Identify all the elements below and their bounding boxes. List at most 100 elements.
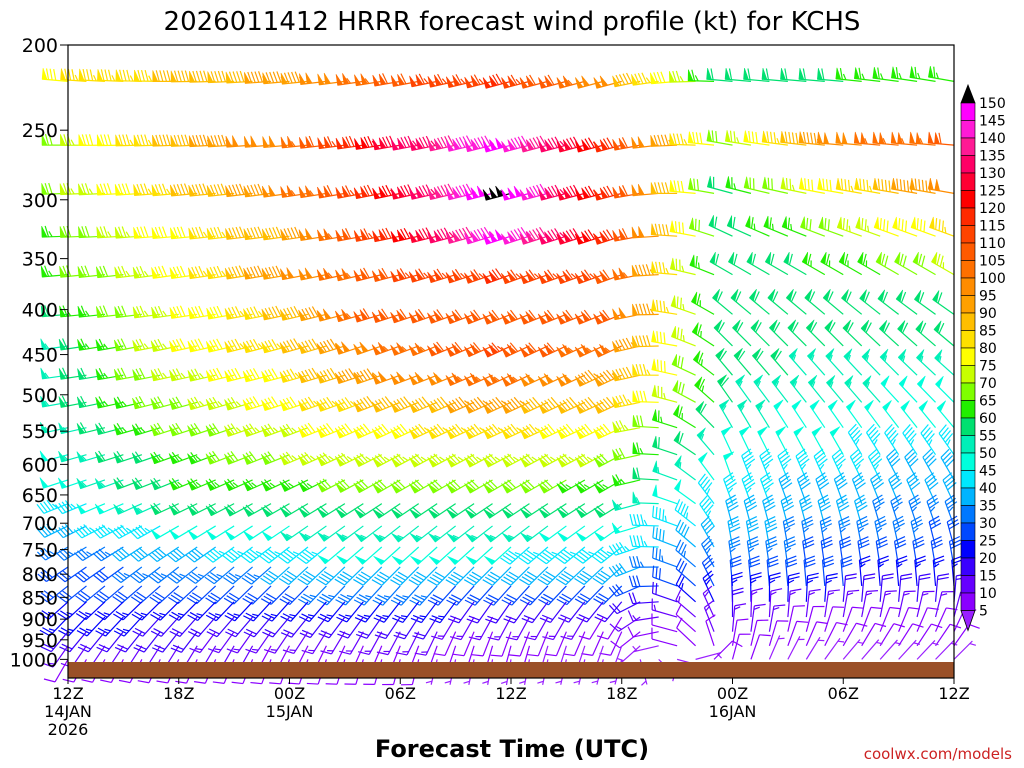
wind-barb [445, 372, 475, 387]
wind-barb [354, 546, 383, 565]
wind-barb [205, 503, 235, 517]
wind-barb [354, 73, 382, 87]
wind-barb [691, 291, 715, 315]
wind-barb [205, 601, 235, 622]
wind-barb [629, 513, 659, 527]
wind-barb [408, 227, 438, 244]
wind-barb [301, 631, 327, 655]
wind-barb [226, 631, 254, 654]
wind-barb [916, 590, 935, 618]
wind-barb [578, 616, 604, 640]
wind-barb [150, 396, 179, 410]
wind-barb [895, 289, 918, 315]
wind-barb [746, 536, 760, 568]
wind-barb [279, 396, 309, 412]
wind-barb [464, 503, 493, 519]
colorbar-label: 105 [979, 254, 1006, 270]
wind-barb [898, 573, 913, 602]
wind-barb [168, 422, 198, 437]
wind-barb [169, 616, 198, 637]
wind-barb [207, 631, 235, 654]
wind-barb [805, 572, 819, 602]
wind-barb [715, 347, 733, 376]
wind-barb [902, 424, 918, 456]
wind-barb [651, 299, 678, 315]
wind-barb [575, 137, 604, 153]
wind-barb [408, 396, 438, 414]
wind-barb [931, 251, 955, 276]
wind-barb [731, 603, 747, 632]
wind-barb [864, 400, 881, 429]
wind-barb [408, 453, 438, 468]
wind-barb [133, 226, 161, 239]
wind-barb [520, 525, 549, 543]
wind-barb [897, 349, 918, 376]
wind-barb [670, 295, 696, 315]
wind-barb [299, 72, 327, 85]
colorbar-swatch [960, 277, 976, 296]
wind-barb [701, 535, 715, 568]
colorbar-swatch [960, 225, 976, 244]
y-tick-label: 650 [22, 485, 58, 507]
wind-barb [817, 131, 844, 146]
wind-barb [737, 399, 752, 428]
wind-barb [222, 546, 253, 564]
wind-barb [556, 75, 585, 89]
wind-barb [612, 137, 641, 151]
wind-barb [674, 455, 696, 481]
wind-barb [824, 589, 840, 618]
wind-barb [675, 558, 696, 587]
credit-label: coolwx.com/models [864, 745, 1012, 763]
wind-barb [132, 305, 161, 319]
colorbar-label: 25 [979, 534, 997, 550]
wind-barb [608, 562, 641, 577]
wind-barb [501, 74, 530, 89]
wind-barb [242, 423, 272, 437]
wind-barb [468, 616, 494, 641]
wind-barb [900, 400, 918, 429]
wind-barb [39, 616, 69, 637]
wind-barb [409, 73, 438, 88]
colorbar-swatch [960, 137, 976, 156]
wind-barb [780, 131, 807, 146]
wind-barb [452, 631, 475, 657]
wind-barb [891, 66, 918, 82]
wind-barb [60, 68, 87, 82]
wind-barb [261, 601, 290, 622]
wind-barb [835, 131, 862, 146]
wind-barb [922, 448, 937, 481]
wind-barb [519, 342, 549, 358]
colorbar-label: 30 [979, 516, 997, 532]
wind-barb [898, 590, 916, 618]
wind-barb [574, 229, 604, 245]
wind-barb [835, 494, 850, 527]
speed-colorbar: 1501451401351301251201151101051009590858… [960, 83, 1006, 632]
wind-barb [170, 134, 198, 147]
wind-barb [335, 503, 364, 519]
wind-barb [697, 473, 715, 505]
wind-barb [390, 184, 419, 200]
wind-barb [187, 338, 216, 353]
wind-barb [935, 375, 955, 403]
wind-barb [129, 546, 161, 562]
wind-barb [673, 404, 696, 429]
wind-barb [904, 448, 919, 481]
wind-barb [759, 472, 774, 504]
wind-barb [538, 503, 567, 519]
wind-barb [946, 515, 960, 548]
wind-barb [687, 131, 715, 146]
colorbar-label: 15 [979, 569, 997, 585]
wind-barb [409, 585, 438, 606]
wind-barb [261, 368, 290, 383]
colorbar-swatch [960, 487, 976, 506]
wind-barb [279, 305, 309, 321]
wind-barb [353, 267, 382, 282]
wind-barb [824, 319, 844, 347]
wind-barb [205, 525, 235, 541]
wind-barb [932, 555, 945, 586]
wind-barb [482, 373, 512, 387]
wind-barb [427, 479, 456, 494]
wind-barb [750, 619, 769, 646]
wind-barb [854, 177, 881, 194]
wind-barb [203, 546, 235, 563]
